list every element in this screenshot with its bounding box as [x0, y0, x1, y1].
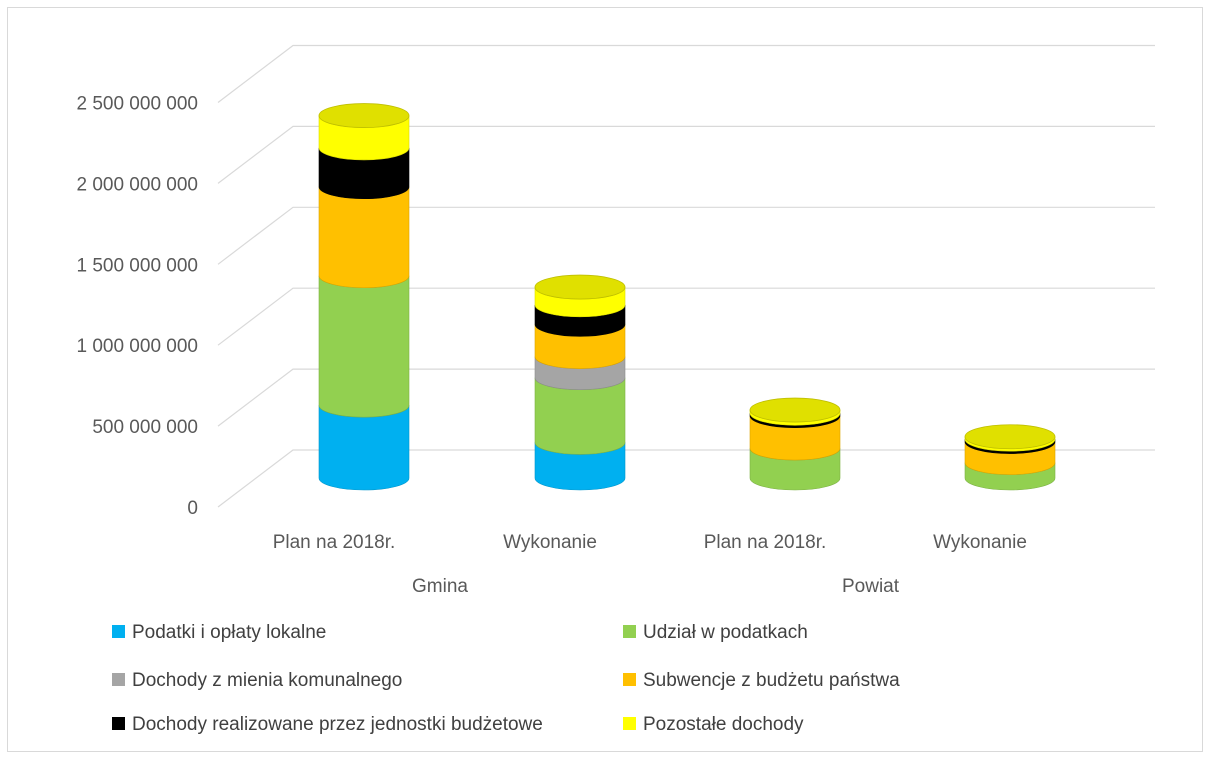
y-tick-label: 2 000 000 000 [76, 174, 198, 195]
gridline [217, 125, 1155, 184]
legend-swatch [623, 673, 636, 686]
gridline [217, 206, 1155, 265]
legend-swatch [623, 625, 636, 638]
legend-item: Udział w podatkach [623, 622, 808, 643]
y-tick-label: 1 000 000 000 [76, 336, 198, 357]
bars [318, 103, 1056, 491]
x-category-label: Wykonanie [503, 532, 597, 553]
gridline [217, 44, 1155, 103]
gridlines [217, 44, 1155, 508]
bar-segment [318, 186, 410, 289]
y-tick-label: 2 500 000 000 [76, 94, 198, 115]
y-tick-label: 1 500 000 000 [76, 255, 198, 276]
x-category-label: Plan na 2018r. [273, 532, 396, 553]
y-axis-ticks: 0 500 000 000 1 000 000 000 1 500 000 000 2 … [76, 94, 198, 520]
x-category-label: Wykonanie [933, 532, 1027, 553]
y-tick-label: 500 000 000 [92, 417, 198, 438]
bar-top-cap [318, 103, 410, 128]
legend-label: Pozostałe dochody [643, 714, 804, 735]
gridline [217, 287, 1155, 346]
legend-item: Podatki i opłaty lokalne [112, 622, 326, 643]
legend-item: Pozostałe dochody [623, 714, 804, 735]
bar-top-cap [534, 274, 626, 300]
x-axis-categories: Plan na 2018r. Wykonanie Plan na 2018r. Wyk… [273, 532, 1027, 553]
legend-swatch [112, 625, 125, 638]
legend-item: Dochody realizowane przez jednostki budż… [112, 714, 543, 735]
legend-label: Dochody z mienia komunalnego [132, 670, 402, 691]
legend-swatch [112, 673, 125, 686]
legend-label: Subwencje z budżetu państwa [643, 670, 900, 691]
legend-swatch [623, 717, 636, 730]
legend-label: Udział w podatkach [643, 622, 808, 643]
x-group-label: Gmina [412, 576, 468, 597]
bar-top-cap [964, 424, 1056, 450]
legend: Podatki i opłaty lokalne Udział w podatka… [112, 622, 900, 735]
x-axis-groups: Gmina Powiat [412, 576, 900, 597]
x-category-label: Plan na 2018r. [704, 532, 827, 553]
bar-top-cap [749, 397, 841, 423]
legend-label: Dochody realizowane przez jednostki budż… [132, 714, 543, 735]
gridline [217, 368, 1155, 427]
y-tick-label: 0 [187, 498, 198, 519]
gridline [217, 449, 1155, 508]
legend-label: Podatki i opłaty lokalne [132, 622, 326, 643]
x-group-label: Powiat [842, 576, 900, 597]
legend-swatch [112, 717, 125, 730]
bar-segment [318, 275, 410, 418]
legend-item: Dochody z mienia komunalnego [112, 670, 402, 691]
legend-item: Subwencje z budżetu państwa [623, 670, 900, 691]
bar-segment [318, 405, 410, 491]
